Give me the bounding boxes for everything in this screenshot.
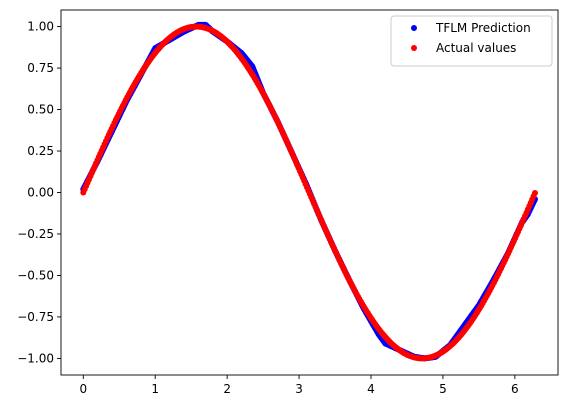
plot-area <box>60 9 559 376</box>
legend-marker-actual <box>411 45 417 51</box>
y-tick-label: 0.25 <box>27 144 54 158</box>
y-tick-label: 1.00 <box>27 20 54 34</box>
y-tick-label: −0.75 <box>17 310 54 324</box>
y-tick-label: −0.50 <box>17 268 54 282</box>
y-tick-label: 0.75 <box>27 61 54 75</box>
x-tick-label: 3 <box>295 382 303 396</box>
y-tick-label: 0.50 <box>27 103 54 117</box>
x-tick-label: 0 <box>79 382 87 396</box>
y-tick-label: 0.00 <box>27 186 54 200</box>
x-axis: 0 1 2 3 4 5 6 <box>79 375 519 396</box>
legend-label-actual: Actual values <box>436 41 516 55</box>
series-layer <box>80 21 538 362</box>
x-tick-label: 1 <box>151 382 159 396</box>
y-axis: 1.00 0.75 0.50 0.25 0.00 −0.25 −0.50 −0.75 −1.00 <box>17 20 61 365</box>
series-actual-values <box>80 23 538 362</box>
legend: TFLM Prediction Actual values <box>390 15 553 67</box>
x-tick-label: 6 <box>511 382 519 396</box>
legend-marker-tflm <box>411 25 417 31</box>
legend-label-tflm: TFLM Prediction <box>435 21 531 35</box>
legend-box <box>390 15 553 67</box>
y-tick-label: −1.00 <box>17 351 54 365</box>
y-tick-label: −0.25 <box>17 227 54 241</box>
x-tick-label: 4 <box>367 382 375 396</box>
x-tick-label: 5 <box>439 382 447 396</box>
actual-value-point <box>531 190 538 197</box>
x-tick-label: 2 <box>223 382 231 396</box>
